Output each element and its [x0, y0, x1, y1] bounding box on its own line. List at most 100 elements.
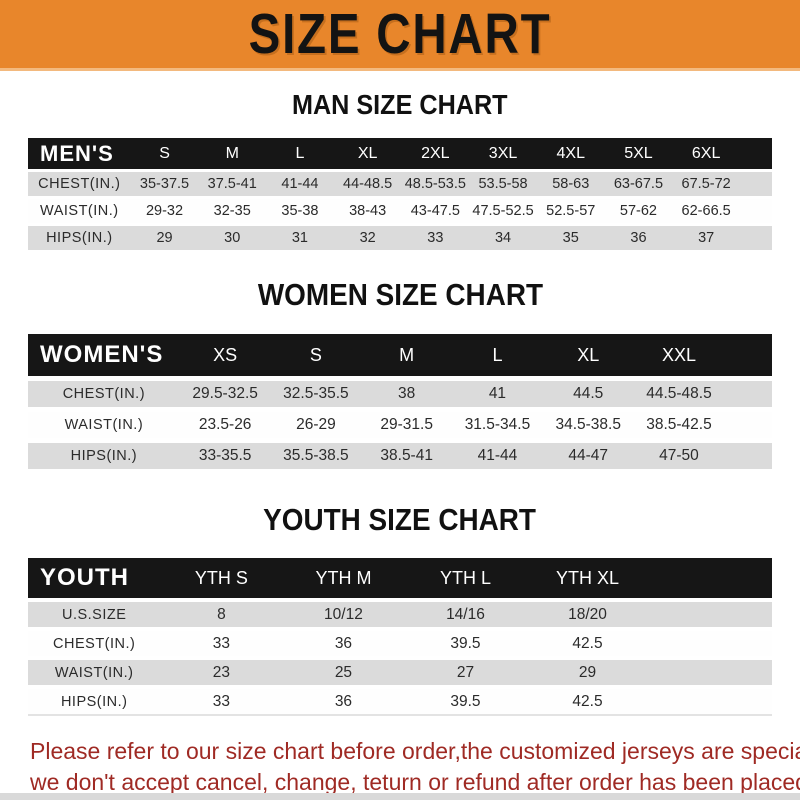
- row-label: CHEST(IN.): [28, 631, 161, 656]
- row-spacer-cell: [724, 443, 772, 469]
- youth-size-section: YOUTH SIZE CHART YOUTH YTH S YTH M YTH L YTH…: [0, 502, 800, 720]
- size-value-cell: 44.5: [542, 381, 634, 407]
- size-column-header: 2XL: [401, 138, 470, 169]
- youth-size-table: YOUTH YTH S YTH M YTH L YTH XL U.S.SIZE 8 10/12…: [28, 554, 772, 720]
- size-column-header: YTH S: [160, 558, 283, 598]
- order-disclaimer: Please refer to our size chart before or…: [30, 736, 800, 798]
- table-row: HIPS(IN.) 33-35.5 35.5-38.5 38.5-41 41-44 44-…: [28, 443, 772, 469]
- size-value-cell: 29.5-32.5: [179, 381, 271, 407]
- size-value-cell: 47.5-52.5: [469, 199, 537, 223]
- disclaimer-line-2: we don't accept cancel, change, teturn o…: [30, 769, 800, 795]
- size-column-header: XS: [179, 334, 271, 376]
- size-column-header: 4XL: [536, 138, 605, 169]
- row-spacer-cell: [724, 412, 772, 438]
- table-row: WAIST(IN.) 23 25 27 29: [28, 660, 772, 685]
- table-row: CHEST(IN.) 33 36 39.5 42.5: [28, 631, 772, 656]
- size-column-header: YTH L: [404, 558, 527, 598]
- table-row: WAIST(IN.) 29-32 32-35 35-38 38-43 43-47.5 47.…: [28, 199, 772, 223]
- banner-title: SIZE CHART: [248, 2, 552, 66]
- size-value-cell: 57-62: [604, 199, 673, 223]
- size-value-cell: 41: [452, 381, 543, 407]
- row-spacer-cell: [740, 172, 772, 196]
- men-section-heading: MAN SIZE CHART: [292, 89, 508, 120]
- size-value-cell: 41-44: [452, 443, 543, 469]
- size-value-cell: 35-38: [266, 199, 334, 223]
- men-size-table: MEN'S S M L XL 2XL 3XL 4XL 5XL 6XL CHEST(IN.) 35-37…: [28, 135, 772, 253]
- size-value-cell: 29: [526, 660, 649, 685]
- row-label: CHEST(IN.): [28, 172, 131, 196]
- size-value-cell: 38.5-42.5: [633, 412, 725, 438]
- size-value-cell: 32.5-35.5: [270, 381, 362, 407]
- size-chart-banner: SIZE CHART: [0, 0, 800, 71]
- row-label: HIPS(IN.): [28, 226, 131, 250]
- size-value-cell: 39.5: [404, 631, 527, 656]
- size-value-cell: 8: [160, 602, 283, 627]
- size-column-header: M: [361, 334, 453, 376]
- size-value-cell: 29: [130, 226, 199, 250]
- size-column-header: L: [266, 138, 334, 169]
- size-value-cell: 52.5-57: [536, 199, 605, 223]
- size-value-cell: 38: [361, 381, 453, 407]
- size-value-cell: 63-67.5: [604, 172, 673, 196]
- row-spacer-cell: [648, 602, 772, 627]
- size-column-header: YTH M: [282, 558, 405, 598]
- header-spacer-cell: [740, 138, 772, 169]
- size-value-cell: 35.5-38.5: [270, 443, 362, 469]
- row-label: HIPS(IN.): [28, 443, 180, 469]
- size-value-cell: 53.5-58: [469, 172, 537, 196]
- size-value-cell: 23: [160, 660, 283, 685]
- row-label: CHEST(IN.): [28, 381, 180, 407]
- size-value-cell: 35-37.5: [130, 172, 199, 196]
- women-size-table: WOMEN'S XS S M L XL XXL CHEST(IN.) 29.5-32.5 32.5…: [28, 329, 772, 474]
- size-value-cell: 47-50: [633, 443, 725, 469]
- size-value-cell: 18/20: [526, 602, 649, 627]
- header-spacer-cell: [724, 334, 772, 376]
- table-header-row: MEN'S S M L XL 2XL 3XL 4XL 5XL 6XL: [28, 138, 772, 169]
- size-column-header: 6XL: [672, 138, 740, 169]
- size-value-cell: 36: [282, 689, 405, 716]
- size-value-cell: 29-32: [130, 199, 199, 223]
- women-size-section: WOMEN SIZE CHART WOMEN'S XS S M L XL XXL CHEST(…: [0, 277, 800, 474]
- size-value-cell: 26-29: [270, 412, 362, 438]
- size-value-cell: 32: [333, 226, 402, 250]
- row-spacer-cell: [648, 660, 772, 685]
- size-value-cell: 38-43: [333, 199, 402, 223]
- size-value-cell: 43-47.5: [401, 199, 470, 223]
- size-value-cell: 33: [160, 631, 283, 656]
- size-value-cell: 14/16: [404, 602, 527, 627]
- size-value-cell: 58-63: [536, 172, 605, 196]
- women-section-heading: WOMEN SIZE CHART: [257, 277, 543, 312]
- size-value-cell: 23.5-26: [179, 412, 271, 438]
- size-value-cell: 32-35: [198, 199, 267, 223]
- table-title: MEN'S: [28, 138, 131, 169]
- size-value-cell: 38.5-41: [361, 443, 453, 469]
- size-value-cell: 37.5-41: [198, 172, 267, 196]
- size-value-cell: 42.5: [526, 631, 649, 656]
- size-value-cell: 44-48.5: [333, 172, 402, 196]
- size-value-cell: 44.5-48.5: [633, 381, 725, 407]
- men-size-section: MAN SIZE CHART MEN'S S M L XL 2XL 3XL 4XL 5XL 6XL…: [0, 89, 800, 253]
- size-value-cell: 42.5: [526, 689, 649, 716]
- row-spacer-cell: [740, 226, 772, 250]
- table-row: CHEST(IN.) 35-37.5 37.5-41 41-44 44-48.5 48.5…: [28, 172, 772, 196]
- size-value-cell: 37: [672, 226, 740, 250]
- size-column-header: L: [452, 334, 543, 376]
- size-column-header: YTH XL: [526, 558, 649, 598]
- youth-section-heading: YOUTH SIZE CHART: [263, 502, 537, 537]
- size-column-header: S: [130, 138, 199, 169]
- table-title: YOUTH: [28, 558, 161, 598]
- size-column-header: XL: [542, 334, 634, 376]
- table-row: WAIST(IN.) 23.5-26 26-29 29-31.5 31.5-34.5 34…: [28, 412, 772, 438]
- size-column-header: 5XL: [604, 138, 673, 169]
- size-value-cell: 35: [536, 226, 605, 250]
- row-spacer-cell: [740, 199, 772, 223]
- size-column-header: XL: [333, 138, 402, 169]
- size-value-cell: 31.5-34.5: [452, 412, 543, 438]
- row-spacer-cell: [648, 689, 772, 716]
- size-value-cell: 36: [604, 226, 673, 250]
- size-column-header: 3XL: [469, 138, 537, 169]
- row-label: WAIST(IN.): [28, 199, 131, 223]
- size-value-cell: 10/12: [282, 602, 405, 627]
- size-value-cell: 36: [282, 631, 405, 656]
- size-column-header: S: [270, 334, 362, 376]
